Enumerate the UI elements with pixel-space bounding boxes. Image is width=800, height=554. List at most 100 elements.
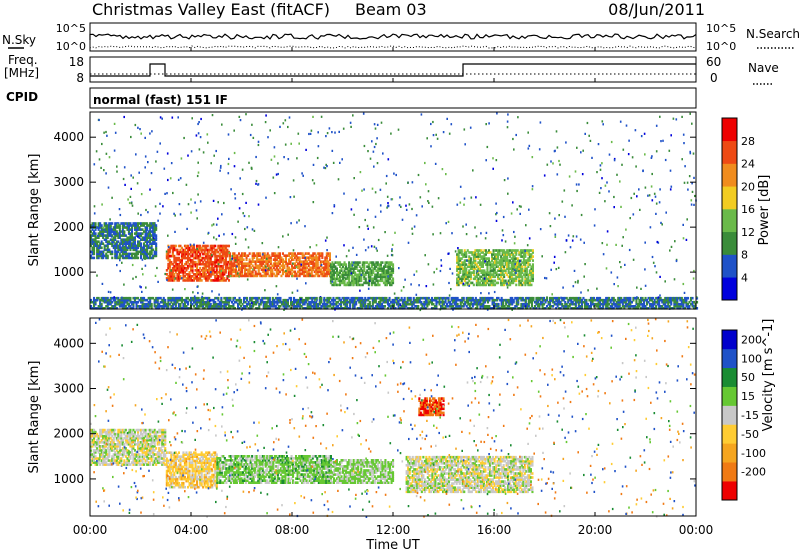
heatmap-cell <box>676 302 679 306</box>
heatmap-cell <box>127 230 130 233</box>
heatmap-cell <box>199 266 202 270</box>
heatmap-cell <box>580 307 583 310</box>
heatmap-cell <box>367 275 370 279</box>
heatmap-cell <box>481 251 484 254</box>
heatmap-cell <box>429 298 432 302</box>
heatmap-cell <box>177 264 180 268</box>
heatmap-cell <box>197 279 200 282</box>
heatmap-cell <box>126 254 129 258</box>
heatmap-cell <box>303 307 306 310</box>
heatmap-cell <box>221 246 224 250</box>
heatmap-cell <box>498 261 501 264</box>
heatmap-cell <box>274 296 277 300</box>
heatmap-cell <box>353 296 356 300</box>
heatmap-cell <box>308 307 311 310</box>
heatmap-cell <box>483 253 486 256</box>
heatmap-cell <box>670 296 673 300</box>
heatmap-cell <box>636 302 639 306</box>
heatmap-cell <box>243 298 246 302</box>
heatmap-cell <box>546 163 549 166</box>
heatmap-cell <box>190 266 193 270</box>
heatmap-cell <box>450 307 453 310</box>
heatmap-cell <box>338 298 341 302</box>
heatmap-cell <box>327 305 330 308</box>
heatmap-cell <box>236 256 239 259</box>
heatmap-cell <box>325 268 328 272</box>
heatmap-cell <box>646 302 649 306</box>
heatmap-cell <box>268 274 271 278</box>
heatmap-cell <box>497 273 500 277</box>
heatmap-cell <box>211 248 214 252</box>
heatmap-cell <box>266 258 269 261</box>
heatmap-cell <box>475 271 478 274</box>
heatmap-cell <box>123 252 126 256</box>
heatmap-cell <box>141 224 144 227</box>
heatmap-cell <box>355 277 358 281</box>
heatmap-cell <box>279 305 282 308</box>
heatmap-cell <box>106 230 109 233</box>
heatmap-cell <box>276 307 279 310</box>
heatmap-cell <box>483 261 486 264</box>
heatmap-cell <box>346 269 349 272</box>
heatmap-cell <box>250 296 253 300</box>
heatmap-cell <box>538 296 541 300</box>
heatmap-cell <box>252 136 255 139</box>
heatmap-cell <box>140 224 143 227</box>
heatmap-cell <box>140 213 142 217</box>
heatmap-cell <box>135 248 138 252</box>
heatmap-cell <box>489 283 492 287</box>
heatmap-cell <box>342 273 345 277</box>
heatmap-cell <box>214 264 217 268</box>
heatmap-cell <box>174 296 177 300</box>
heatmap-cell <box>459 201 462 204</box>
heatmap-cell <box>294 298 297 302</box>
heatmap-cell <box>252 302 255 306</box>
heatmap-cell <box>112 232 115 235</box>
heatmap-cell <box>367 277 370 281</box>
heatmap-cell <box>612 298 615 302</box>
heatmap-cell <box>382 269 385 272</box>
heatmap-cell <box>127 236 130 239</box>
heatmap-cell <box>126 238 129 241</box>
heatmap-cell <box>93 248 96 252</box>
heatmap-cell <box>214 260 217 264</box>
heatmap-cell <box>463 273 466 276</box>
heatmap-cell <box>427 296 430 300</box>
heatmap-cell <box>132 224 135 227</box>
heatmap-cell <box>259 262 262 265</box>
heatmap-cell <box>211 262 214 266</box>
heatmap-cell <box>530 302 533 306</box>
heatmap-cell <box>111 307 114 310</box>
heatmap-cell <box>576 146 578 149</box>
heatmap-cell <box>269 272 272 276</box>
heatmap-cell <box>481 271 484 274</box>
heatmap-cell <box>205 248 208 252</box>
heatmap-cell <box>307 252 310 255</box>
heatmap-cell <box>170 244 173 248</box>
heatmap-cell <box>633 305 636 308</box>
heatmap-cell <box>262 305 265 308</box>
heatmap-cell <box>364 307 367 310</box>
heatmap-cell <box>146 238 149 241</box>
heatmap-cell <box>518 263 521 266</box>
heatmap-cell <box>327 300 330 304</box>
heatmap-cell <box>203 300 206 304</box>
heatmap-cell <box>215 248 218 252</box>
heatmap-cell <box>615 305 618 308</box>
heatmap-cell <box>256 258 259 261</box>
heatmap-cell <box>221 275 224 278</box>
heatmap-cell <box>525 271 528 274</box>
heatmap-cell <box>446 296 449 300</box>
heatmap-cell <box>351 273 354 277</box>
heatmap-cell <box>339 265 342 268</box>
heatmap-cell <box>126 240 129 243</box>
heatmap-cell <box>489 267 492 270</box>
heatmap-cell <box>283 264 286 268</box>
heatmap-cell <box>163 307 165 310</box>
heatmap-cell <box>114 246 117 250</box>
heatmap-cell <box>357 263 360 266</box>
heatmap-cell <box>212 199 215 202</box>
heatmap-cell <box>521 302 524 306</box>
heatmap-cell <box>382 298 385 302</box>
heatmap-cell <box>203 250 206 254</box>
